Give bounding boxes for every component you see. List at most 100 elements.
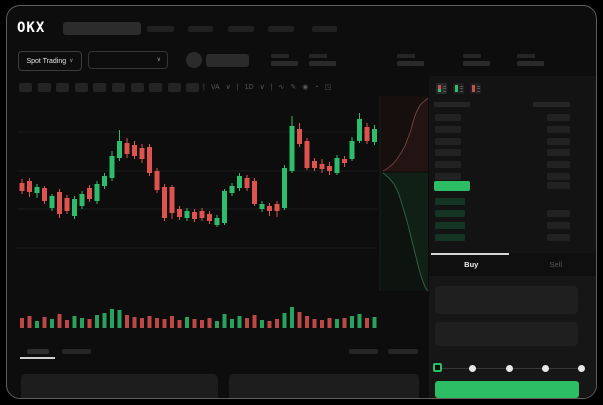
tab-buy[interactable]: Buy <box>464 260 479 269</box>
candle-body <box>327 166 332 171</box>
book-asks-icon[interactable] <box>470 83 481 94</box>
candle-body <box>192 212 197 219</box>
ticker-stat-value-4 <box>463 61 490 66</box>
camera-icon[interactable]: ◉ <box>302 83 309 91</box>
candle-body <box>79 194 85 206</box>
book-amount-bar <box>547 149 570 156</box>
ticker-stat-label-1 <box>271 54 289 58</box>
tab-sell[interactable]: Sell <box>549 260 562 269</box>
pair-dropdown[interactable]: ∨ <box>88 51 168 69</box>
icon-bar <box>472 85 475 92</box>
volume-bar <box>80 318 84 328</box>
bottom-tab-underline <box>20 357 55 359</box>
amount-input[interactable] <box>435 322 578 346</box>
overlay-label[interactable]: VA <box>210 83 220 91</box>
market-type-selector[interactable]: Spot Trading ∨ <box>18 51 82 71</box>
book-amount-bar <box>547 234 570 241</box>
line-type-icon[interactable]: ∿ <box>278 83 285 91</box>
volume-bar <box>230 319 234 328</box>
slider-stop-1[interactable] <box>469 365 476 372</box>
candle-body <box>342 159 347 163</box>
history-icon[interactable]: ◔ <box>314 83 319 91</box>
candle-body <box>34 187 40 193</box>
book-bids-icon[interactable] <box>453 83 464 94</box>
candle-body <box>252 181 257 204</box>
volume-bar <box>282 313 287 328</box>
book-amount-header <box>533 102 570 107</box>
volume-bar <box>95 315 99 328</box>
toolbar-button-8[interactable] <box>149 83 162 92</box>
book-amount-bar <box>547 210 570 217</box>
bottom-tab-active[interactable] <box>27 349 49 354</box>
ask-price-row[interactable] <box>435 173 461 180</box>
candle-body <box>169 187 175 213</box>
interval-label[interactable]: 1D <box>244 83 254 91</box>
draw-icon[interactable]: ✎ <box>290 83 297 91</box>
bid-price-row[interactable] <box>435 234 465 241</box>
ask-price-row[interactable] <box>435 126 461 133</box>
search-input[interactable] <box>63 22 141 35</box>
toolbar-button-1[interactable] <box>19 83 32 92</box>
buy-submit-button[interactable] <box>435 381 579 398</box>
book-combined-icon[interactable] <box>436 83 447 94</box>
ask-price-row[interactable] <box>435 149 461 156</box>
ticker-stat-label-3 <box>397 54 415 58</box>
volume-bar <box>365 318 369 328</box>
depth-asks-area <box>383 98 428 171</box>
volume-bar <box>147 316 152 328</box>
ask-price-row[interactable] <box>435 138 461 145</box>
fullscreen-icon[interactable]: ◳ <box>324 83 332 91</box>
bid-price-row[interactable] <box>435 210 465 217</box>
candle-body <box>207 214 212 221</box>
nav-item-3[interactable] <box>228 26 254 32</box>
candle-body <box>124 143 130 154</box>
volume-bar <box>125 315 129 328</box>
toolbar-button-2[interactable] <box>38 83 51 92</box>
icon-line <box>476 90 480 92</box>
toolbar-button-9[interactable] <box>168 83 181 92</box>
candle-body <box>117 141 122 158</box>
bid-price-row[interactable] <box>435 222 465 229</box>
volume-bar <box>140 318 144 328</box>
bid-price-row[interactable] <box>435 198 465 205</box>
nav-item-1[interactable] <box>147 26 174 32</box>
volume-bar <box>110 309 114 328</box>
candle-body <box>334 158 340 173</box>
candle-body <box>102 176 107 186</box>
ask-price-row[interactable] <box>435 161 461 168</box>
candle-body <box>297 129 302 144</box>
chevron-down-icon[interactable]: ∨ <box>259 83 265 91</box>
nav-item-5[interactable] <box>312 26 337 32</box>
volume-bar <box>312 319 317 328</box>
icon-line <box>476 88 480 89</box>
nav-item-2[interactable] <box>188 26 213 32</box>
price-input[interactable] <box>435 286 578 314</box>
ask-price-row[interactable] <box>435 114 461 121</box>
last-price-bar[interactable] <box>434 181 470 191</box>
candle-body <box>304 141 310 168</box>
slider-stop-2[interactable] <box>506 365 513 372</box>
toolbar-button-5[interactable] <box>93 83 106 92</box>
toolbar-button-6[interactable] <box>112 83 125 92</box>
candle-body <box>27 181 32 192</box>
toolbar-button-7[interactable] <box>131 83 144 92</box>
slider-stop-4[interactable] <box>578 365 585 372</box>
nav-item-4[interactable] <box>268 26 294 32</box>
ticker-stat-value-3 <box>397 61 424 66</box>
toolbar-button-3[interactable] <box>56 83 69 92</box>
chevron-down-icon: ∨ <box>69 58 74 64</box>
candle-body <box>199 211 205 218</box>
volume-bar <box>155 318 159 328</box>
toolbar-button-4[interactable] <box>75 83 88 92</box>
icon-bar-bid <box>438 88 441 92</box>
bottom-tab-2[interactable] <box>62 349 91 354</box>
candle-body <box>162 187 167 218</box>
slider-stop-3[interactable] <box>542 365 549 372</box>
active-tab-indicator <box>431 253 509 255</box>
app-window: OKX Spot Trading ∨ ∨ | VA ∨ | 1D ∨ | ∿ ✎ ◉ ◔ ◳ Buy … <box>6 5 597 399</box>
candle-body <box>319 164 325 169</box>
chevron-down-icon[interactable]: ∨ <box>225 83 231 91</box>
ticker-stat-value-1 <box>271 61 298 66</box>
slider-handle[interactable] <box>433 363 442 372</box>
toolbar-button-10[interactable] <box>186 83 199 92</box>
